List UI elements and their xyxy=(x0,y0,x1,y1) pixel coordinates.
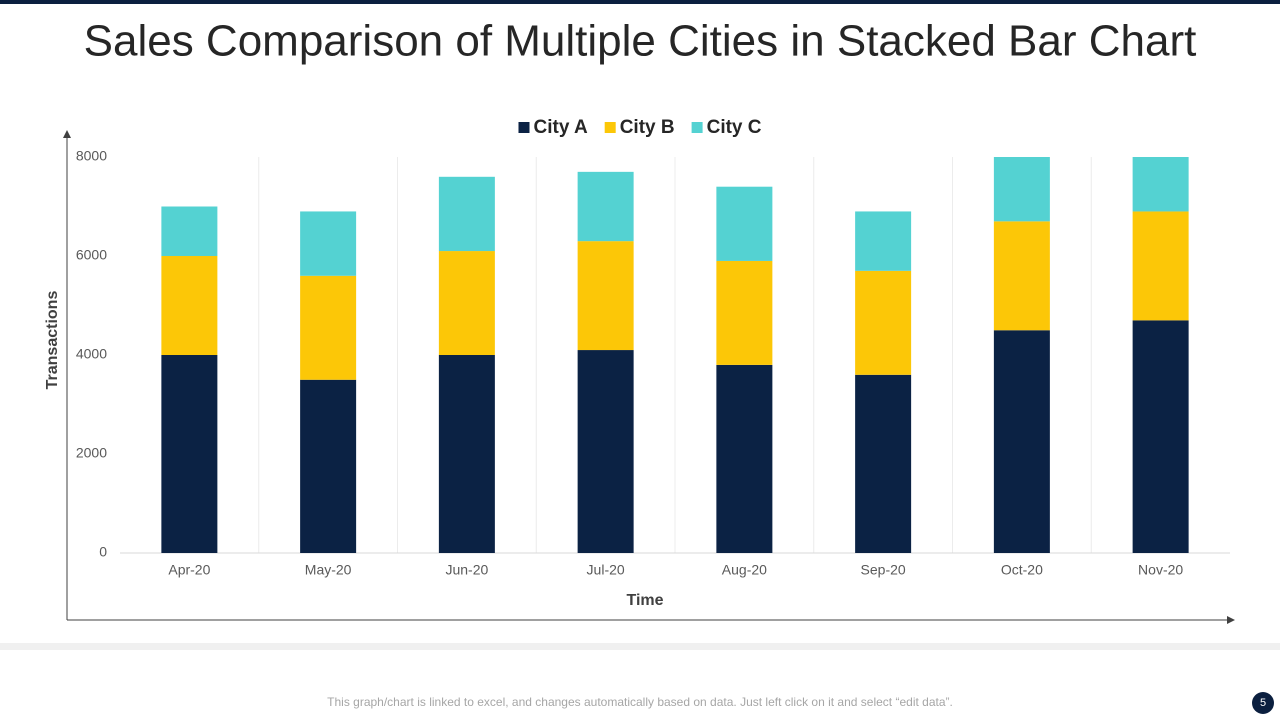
bar-segment xyxy=(161,355,218,553)
x-tick-label: Aug-20 xyxy=(722,562,767,578)
bar-segment xyxy=(993,221,1050,331)
legend-label: City C xyxy=(707,117,762,138)
bar-segment xyxy=(1132,320,1189,553)
x-tick-label: Oct-20 xyxy=(1001,562,1043,578)
x-tick-label: Jul-20 xyxy=(587,562,625,578)
page-badge xyxy=(1252,692,1274,714)
y-tick-label: 0 xyxy=(99,544,107,560)
bar-segment xyxy=(438,176,495,252)
bar-segment xyxy=(716,364,773,553)
x-tick-label: Apr-20 xyxy=(168,562,210,578)
bar-segment xyxy=(300,379,357,553)
chart-title: Sales Comparison of Multiple Cities in S… xyxy=(84,17,1197,66)
bar-segment xyxy=(1132,211,1189,321)
x-tick-label: Jun-20 xyxy=(445,562,488,578)
bar-segment xyxy=(438,355,495,553)
legend-label: City A xyxy=(533,117,587,138)
legend-swatch xyxy=(691,122,703,133)
bar-segment xyxy=(161,256,218,355)
legend-swatch xyxy=(604,122,616,133)
x-tick-label: Nov-20 xyxy=(1138,562,1183,578)
bar-segment xyxy=(161,206,218,256)
bar-segment xyxy=(1132,157,1189,212)
separator xyxy=(0,643,1280,650)
y-tick-label: 8000 xyxy=(76,148,107,164)
page-number: 5 xyxy=(1260,697,1266,709)
bar-segment xyxy=(300,275,357,380)
bar-segment xyxy=(855,211,912,271)
bar-segment xyxy=(300,211,357,276)
x-tick-label: May-20 xyxy=(305,562,352,578)
footer-note: This graph/chart is linked to excel, and… xyxy=(327,695,953,709)
bar-segment xyxy=(993,330,1050,553)
x-axis-title: Time xyxy=(626,592,663,609)
legend-swatch xyxy=(518,122,530,133)
y-tick-label: 6000 xyxy=(76,247,107,263)
bar-segment xyxy=(577,241,634,351)
y-tick-label: 2000 xyxy=(76,445,107,461)
bar-segment xyxy=(993,157,1050,222)
bar-segment xyxy=(855,374,912,553)
bar-segment xyxy=(577,171,634,242)
bar-segment xyxy=(438,251,495,355)
legend: City A City B City C xyxy=(518,117,762,138)
top-bar xyxy=(0,0,1280,4)
x-tick-label: Sep-20 xyxy=(861,562,906,578)
y-axis-title: Transactions xyxy=(44,291,61,390)
bar-segment xyxy=(716,186,773,261)
bar-segment xyxy=(716,260,773,365)
y-tick-label: 4000 xyxy=(76,346,107,362)
legend-label: City B xyxy=(620,117,675,138)
bar-segment xyxy=(855,270,912,375)
bar-segment xyxy=(577,350,634,553)
